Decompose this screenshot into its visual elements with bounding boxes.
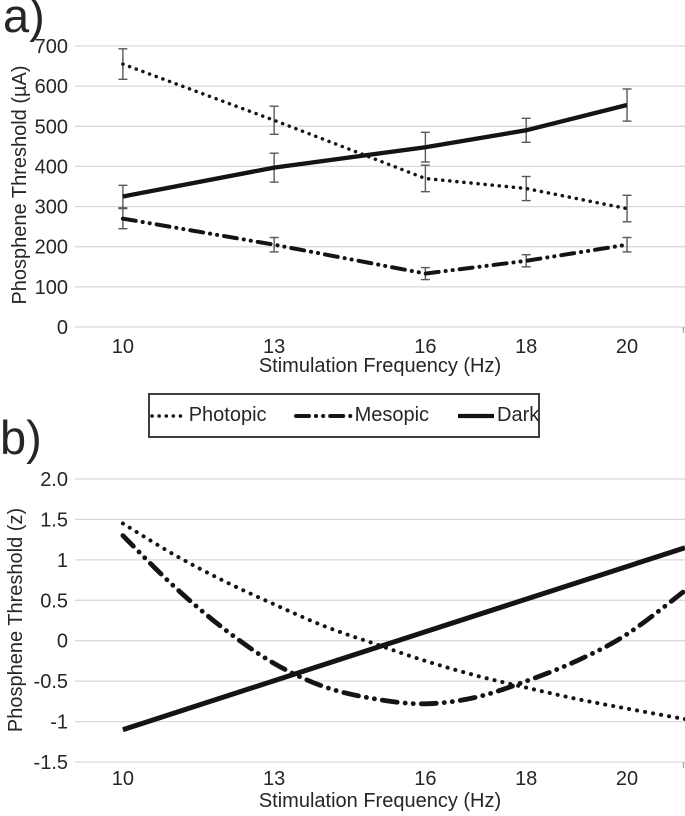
x-tick-label: 20 — [616, 768, 638, 790]
x-tick-label: 13 — [263, 768, 285, 790]
x-tick-label: 16 — [414, 336, 436, 358]
y-tick-label: 1 — [57, 550, 68, 572]
error-bar-dark — [622, 88, 632, 122]
x-tick-label: 13 — [263, 336, 285, 358]
series-photopic-panel-a — [121, 62, 629, 211]
y-tick-label: 500 — [35, 116, 68, 138]
legend-item-photopic: Photopic — [149, 404, 267, 427]
panel-b-plot: 2.0 1.5 1 0.5 0 -0.5 -1 -1.5 10 13 16 18 20 — [34, 469, 685, 790]
error-bar-photopic — [420, 164, 430, 193]
series-mesopic-panel-b — [120, 533, 685, 707]
panel-b-x-axis-title: Stimulation Frequency (Hz) — [258, 790, 502, 812]
series-photopic-panel-b — [120, 521, 685, 722]
y-tick-label: 0.5 — [40, 590, 68, 612]
photopic-line-sample — [149, 413, 188, 418]
y-tick-label: 700 — [35, 36, 68, 58]
y-tick-label: 300 — [35, 197, 68, 219]
legend-item-dark: Dark — [455, 404, 539, 427]
panel-a-plot: 700 600 500 400 300 200 100 0 10 13 16 18 20 — [35, 36, 685, 358]
x-tick-label: 20 — [616, 336, 638, 358]
x-tick-label: 18 — [515, 336, 537, 358]
y-tick-label: 200 — [35, 237, 68, 259]
error-bar-photopic — [622, 194, 632, 223]
panel-a-x-axis-title: Stimulation Frequency (Hz) — [258, 355, 502, 377]
series-mesopic-panel-a — [120, 216, 629, 276]
mesopic-line-sample — [293, 413, 354, 418]
x-tick-label: 10 — [112, 768, 134, 790]
y-tick-label: 0 — [57, 317, 68, 339]
error-bar-mesopic — [622, 236, 632, 253]
series-dark-panel-a — [122, 102, 628, 199]
legend: Photopic Mesopic Dark — [148, 393, 540, 438]
dark-line-sample — [458, 413, 495, 418]
y-tick-label: 400 — [35, 156, 68, 178]
error-bar-photopic — [269, 105, 279, 136]
error-bar-mesopic — [269, 236, 279, 253]
x-tick-label: 10 — [112, 336, 134, 358]
y-tick-label: -1 — [50, 712, 68, 734]
y-tick-label: 0 — [57, 631, 68, 653]
y-tick-label: 2.0 — [40, 469, 68, 491]
y-tick-label: -0.5 — [34, 671, 68, 693]
y-tick-label: 1.5 — [40, 509, 68, 531]
series-dark-panel-b — [122, 545, 685, 733]
x-tick-label: 16 — [414, 768, 436, 790]
y-tick-label: 100 — [35, 277, 68, 299]
y-tick-label: 600 — [35, 76, 68, 98]
y-tick-label: -1.5 — [34, 752, 68, 774]
error-bar-dark — [118, 184, 128, 209]
legend-label: Photopic — [188, 404, 267, 426]
legend-item-mesopic: Mesopic — [293, 404, 429, 427]
legend-label: Mesopic — [354, 404, 430, 426]
panel-b-label: b) — [0, 411, 42, 464]
panel-a-label: a) — [3, 0, 45, 42]
legend-label: Dark — [497, 404, 540, 426]
x-tick-label: 18 — [515, 768, 537, 790]
